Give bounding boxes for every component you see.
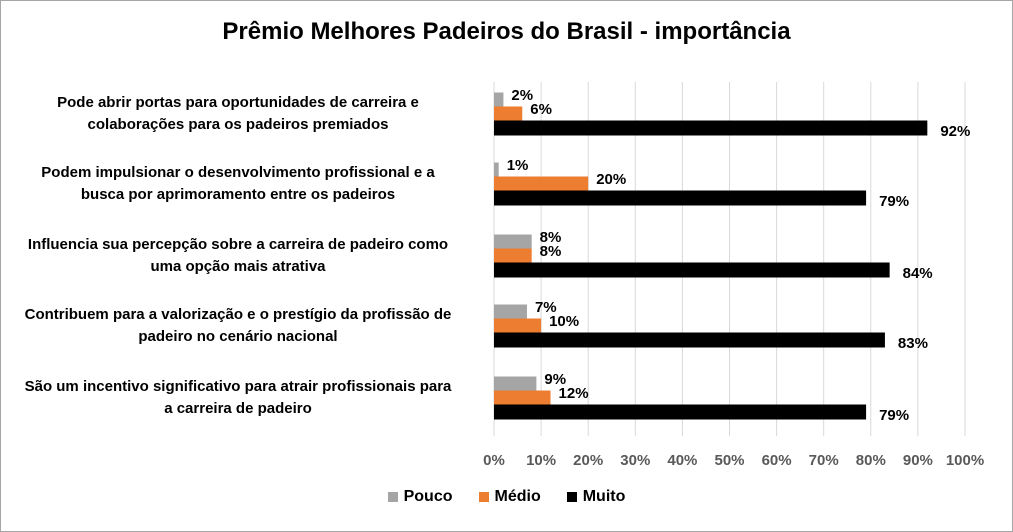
legend-swatch [387,492,398,502]
bar-mdio-0 [494,106,523,122]
legend-label: Pouco [403,488,453,505]
category-label-line: Pode abrir portas para oportunidades de … [57,94,419,111]
legend-label: Médio [494,488,541,505]
data-label: 2% [511,87,533,104]
chart-title: Prêmio Melhores Padeiros do Brasil - imp… [222,18,791,45]
category-label: Influencia sua percepção sobre a carreir… [0,234,478,278]
category-label-line: colaborações para os padeiros premiados [87,116,389,133]
category-label: Pode abrir portas para oportunidades de … [0,92,478,136]
legend-item: Muito [566,488,626,506]
bar-muito-2 [494,262,890,278]
data-label: 92% [940,123,970,140]
legend-swatch [566,492,577,502]
bar-pouco-1 [494,162,499,178]
data-label: 79% [879,407,909,424]
data-label: 8% [540,243,562,260]
data-label: 10% [549,313,579,330]
data-label: 79% [879,193,909,210]
chart-legend: Pouco Médio Muito [0,488,1013,506]
data-label: 83% [898,335,928,352]
bar-mdio-2 [494,248,532,264]
data-label: 9% [544,371,566,388]
category-label: Podem impulsionar o desenvolvimento prof… [0,162,478,206]
x-tick-label: 70% [809,452,839,469]
category-label-line: Contribuem para a valorização e o prestí… [24,306,452,323]
legend-item: Médio [478,488,541,506]
category-label-line: padeiro no cenário nacional [138,328,338,345]
bar-pouco-3 [494,304,527,320]
data-label: 7% [535,299,557,316]
legend-label: Muito [582,488,626,505]
x-tick-label: 40% [667,452,697,469]
data-label: 12% [559,385,589,402]
bar-pouco-0 [494,92,504,108]
x-tick-label: 80% [856,452,886,469]
bar-mdio-4 [494,390,551,406]
category-label: Contribuem para a valorização e o prestí… [0,304,478,348]
x-tick-label: 0% [483,452,505,469]
category-label-line: Podem impulsionar o desenvolvimento prof… [41,164,435,181]
bar-pouco-2 [494,234,532,250]
bar-muito-1 [494,190,867,206]
category-label: São um incentivo significativo para atra… [0,376,478,420]
category-label-line: busca por aprimoramento entre os padeiro… [80,186,396,203]
category-label-line: a carreira de padeiro [164,400,312,417]
legend-item: Pouco [387,488,453,506]
bar-mdio-3 [494,318,542,334]
bar-pouco-4 [494,376,537,392]
x-tick-label: 60% [762,452,792,469]
data-label: 1% [507,157,529,174]
x-tick-label: 10% [526,452,556,469]
category-label-line: Influencia sua percepção sobre a carreir… [27,236,449,253]
category-label-line: uma opção mais atrativa [150,258,326,275]
x-tick-label: 100% [946,452,984,469]
x-tick-label: 20% [573,452,603,469]
data-label: 8% [540,229,562,246]
category-label-line: São um incentivo significativo para atra… [24,378,452,395]
x-tick-label: 90% [903,452,933,469]
bar-mdio-1 [494,176,589,192]
x-tick-label: 50% [714,452,744,469]
bar-muito-4 [494,404,867,420]
data-label: 6% [530,101,552,118]
bar-muito-0 [494,120,928,136]
x-tick-label: 30% [620,452,650,469]
data-label: 20% [596,171,626,188]
bar-muito-3 [494,332,885,348]
legend-swatch [478,492,489,502]
data-label: 84% [903,265,933,282]
